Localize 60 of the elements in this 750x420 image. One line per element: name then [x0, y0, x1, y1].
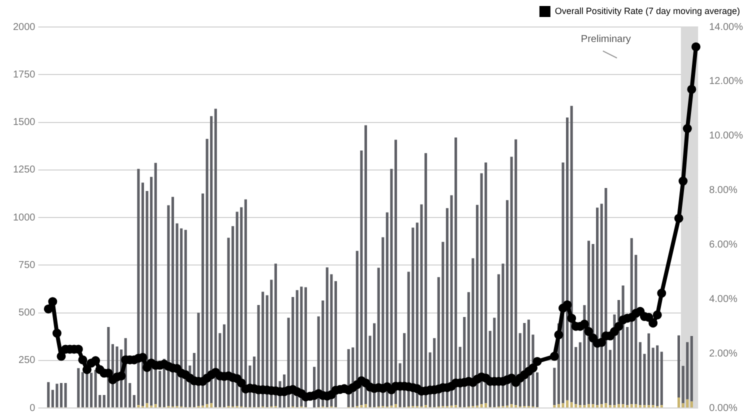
bar	[510, 404, 513, 408]
bar	[56, 384, 58, 408]
bar	[678, 335, 680, 398]
bar	[364, 404, 368, 408]
y-tick-label: 0	[30, 402, 36, 414]
y2-tick-label: 10.00%	[709, 130, 744, 142]
bar	[678, 398, 680, 408]
bar	[463, 316, 466, 408]
y-tick-label: 2000	[12, 22, 36, 33]
bar	[412, 228, 414, 406]
y2-tick-label: 0.00%	[709, 402, 738, 414]
y-tick-label: 1250	[12, 164, 36, 176]
bar	[660, 352, 663, 406]
bar	[154, 404, 157, 408]
bar	[622, 404, 624, 408]
bar	[424, 153, 428, 406]
bar	[682, 403, 684, 408]
bar	[592, 404, 594, 408]
bar	[630, 404, 633, 408]
bar	[562, 403, 564, 408]
y-tick-label: 250	[18, 355, 36, 366]
bar	[656, 345, 659, 406]
bar	[210, 403, 213, 408]
y2-tick-label: 14.00%	[709, 22, 744, 33]
bar	[270, 280, 273, 406]
bar	[493, 318, 496, 408]
bar	[690, 336, 693, 402]
bar	[553, 368, 556, 406]
y2-tick-label: 8.00%	[709, 185, 738, 196]
y-tick-label: 500	[18, 308, 36, 318]
bar	[480, 404, 483, 408]
legend-label: Overall Positivity Rate (7 day moving average)	[554, 6, 740, 16]
y2-tick-label: 4.00%	[709, 294, 738, 305]
y-tick-label: 1000	[12, 212, 36, 224]
bar	[570, 402, 573, 408]
bar	[617, 404, 620, 408]
bar	[686, 342, 689, 400]
bar	[604, 403, 608, 408]
bar	[206, 404, 208, 408]
bar	[574, 404, 578, 408]
bar	[686, 399, 689, 408]
annotation: Preliminary	[580, 34, 631, 45]
bar	[60, 383, 63, 408]
y2-tick-label: 6.00%	[709, 239, 738, 250]
bar	[587, 404, 590, 408]
bar	[77, 368, 80, 408]
bar	[146, 403, 148, 408]
y2-tick-label: 12.00%	[709, 76, 744, 88]
bar	[47, 382, 50, 408]
y-tick-label: 1500	[12, 117, 36, 128]
y-tick-label: 1750	[12, 69, 36, 80]
bar	[600, 404, 603, 408]
bar	[64, 383, 67, 408]
bar	[647, 333, 650, 406]
bar	[634, 404, 638, 408]
bar	[690, 401, 693, 408]
y2-tick-label: 2.00%	[709, 348, 738, 360]
y-tick-label: 750	[18, 260, 36, 271]
bar	[394, 404, 398, 408]
bar	[652, 348, 654, 406]
